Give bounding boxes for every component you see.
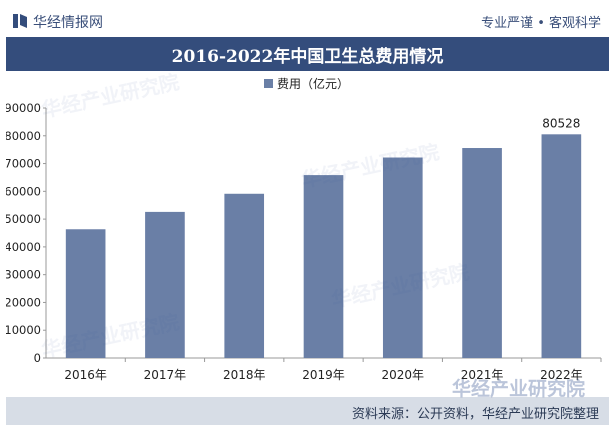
footer: 资料来源：公开资料，华经产业研究院整理 <box>6 397 609 425</box>
title-bar: 2016-2022年中国卫生总费用情况 <box>6 37 609 71</box>
header: 华经情报网 专业严谨 • 客观科学 <box>0 0 615 36</box>
chart-title: 2016-2022年中国卫生总费用情况 <box>171 46 444 67</box>
x-tick-label: 2017年 <box>144 368 187 382</box>
brand-name: 华经情报网 <box>33 15 103 31</box>
y-tick-label: 20000 <box>6 295 41 309</box>
y-tick-label: 40000 <box>6 240 41 254</box>
plot-area: 费用（亿元） 0 10000 20000 30000 40000 50000 60000 700… <box>4 71 609 396</box>
x-tick-label: 2019年 <box>302 368 345 382</box>
watermark-logo-text: 华经产业研究院 <box>452 378 586 400</box>
y-tick-label: 90000 <box>6 101 41 115</box>
source-note: 资料来源：公开资料，华经产业研究院整理 <box>351 407 599 422</box>
bar <box>303 175 344 358</box>
bar <box>382 157 423 358</box>
x-tick-label: 2018年 <box>223 368 266 382</box>
y-tick-label: 80000 <box>6 129 41 143</box>
bar <box>224 193 265 358</box>
x-tick-label: 2022年 <box>540 368 583 382</box>
x-tick-label: 2016年 <box>64 368 107 382</box>
bar <box>145 211 185 358</box>
x-tick-label: 2021年 <box>461 368 504 382</box>
data-label: 80528 <box>542 116 580 130</box>
bar <box>462 148 502 358</box>
bar <box>541 134 582 358</box>
logo-icon <box>13 14 27 28</box>
y-tick-label: 0 <box>34 351 41 365</box>
y-tick-label: 30000 <box>6 268 41 282</box>
legend-swatch <box>264 79 273 88</box>
tagline: 专业严谨 • 客观科学 <box>481 16 601 31</box>
y-tick-label: 70000 <box>6 157 41 171</box>
y-tick-label: 60000 <box>6 184 41 198</box>
legend-label: 费用（亿元） <box>277 76 349 91</box>
y-tick-label: 50000 <box>6 212 41 226</box>
x-tick-label: 2020年 <box>382 368 425 382</box>
bar <box>65 229 106 358</box>
y-tick-label: 10000 <box>6 323 41 337</box>
bar-chart: 费用（亿元） 0 10000 20000 30000 40000 50000 60000 700… <box>4 76 602 382</box>
